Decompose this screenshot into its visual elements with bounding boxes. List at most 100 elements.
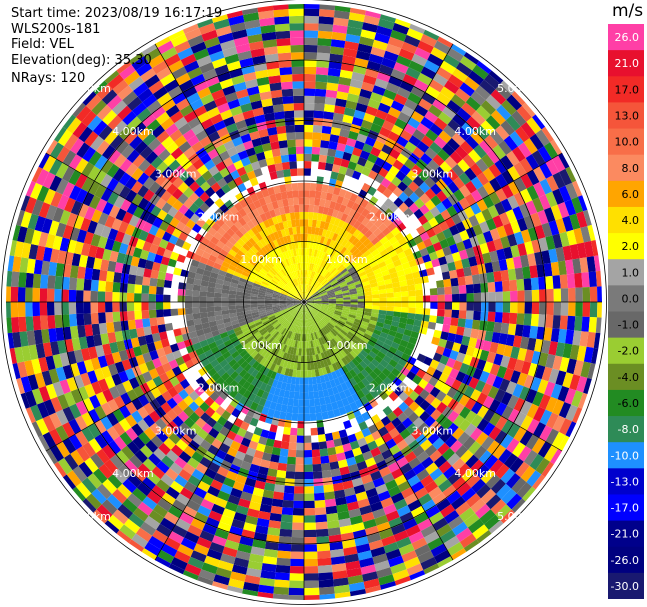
range-gate	[354, 57, 369, 68]
range-gate	[253, 144, 264, 155]
range-gate	[262, 359, 270, 368]
range-gate	[132, 154, 146, 168]
instrument-label: WLS200s-181	[11, 22, 101, 37]
range-gate	[26, 330, 36, 346]
range-gate	[304, 146, 313, 154]
range-gate	[325, 272, 332, 280]
range-gate	[328, 305, 336, 309]
range-gate	[371, 249, 380, 257]
range-gate	[81, 177, 94, 192]
range-gate	[187, 117, 201, 129]
range-gate	[57, 394, 70, 410]
range-gate	[208, 254, 218, 263]
range-gate	[158, 442, 171, 456]
range-gate	[591, 347, 599, 364]
range-gate	[150, 205, 162, 217]
range-gate	[470, 202, 482, 215]
range-gate	[62, 166, 75, 182]
range-gate	[434, 425, 447, 438]
range-gate	[293, 299, 301, 302]
range-gate	[261, 406, 270, 416]
range-gate	[363, 287, 372, 293]
range-gate	[345, 494, 358, 504]
range-gate	[220, 222, 230, 232]
range-gate	[331, 316, 339, 322]
range-gate	[317, 383, 323, 391]
range-gate	[263, 276, 271, 283]
range-gate	[107, 440, 122, 455]
range-gate	[251, 288, 259, 293]
range-gate	[265, 252, 273, 261]
range-gate	[187, 325, 196, 333]
range-gate	[35, 418, 49, 436]
range-gate	[125, 189, 138, 203]
range-gate	[199, 439, 212, 451]
range-gate	[465, 226, 477, 239]
range-gate	[314, 103, 325, 112]
range-gate	[270, 338, 277, 346]
range-gate	[238, 95, 251, 106]
range-gate	[371, 430, 382, 441]
range-gate	[394, 349, 404, 358]
range-gate	[155, 556, 171, 568]
range-gate	[66, 470, 82, 487]
range-gate	[193, 511, 209, 524]
range-gate	[586, 256, 596, 273]
range-gate	[391, 241, 401, 250]
range-gate	[430, 47, 448, 61]
range-gate	[363, 112, 376, 123]
range-gate	[288, 227, 294, 236]
range-gate	[505, 209, 517, 223]
range-gate	[233, 241, 243, 250]
range-gate	[256, 335, 264, 343]
range-gate	[160, 47, 178, 61]
range-gate	[300, 304, 304, 312]
range-gate	[378, 167, 389, 178]
range-gate	[425, 129, 439, 142]
range-gate	[390, 254, 400, 263]
range-gate	[553, 302, 562, 316]
range-gate	[160, 73, 176, 87]
range-gate	[559, 418, 573, 436]
range-gate	[202, 269, 212, 277]
range-gate	[62, 182, 75, 198]
range-gate	[167, 258, 177, 268]
range-gate	[248, 259, 257, 267]
range-gate	[289, 331, 295, 340]
range-gate	[306, 311, 310, 319]
range-gate	[310, 325, 314, 333]
range-gate	[161, 455, 175, 468]
range-gate	[453, 414, 465, 428]
range-gate	[336, 302, 344, 305]
range-gate	[447, 47, 464, 62]
range-gate	[12, 256, 22, 273]
range-gate	[451, 68, 468, 83]
range-gate	[263, 445, 274, 455]
range-gate	[310, 427, 318, 436]
range-gate	[452, 476, 467, 491]
range-gate	[310, 256, 314, 264]
range-gate	[252, 107, 265, 117]
range-gate	[316, 284, 323, 291]
range-gate	[277, 283, 284, 289]
range-gate	[108, 385, 121, 399]
range-gate	[258, 397, 267, 407]
range-gate	[304, 291, 307, 300]
range-gate	[243, 289, 252, 294]
range-gate	[48, 368, 60, 384]
range-gate	[304, 117, 314, 125]
range-gate	[304, 284, 306, 292]
range-gate	[215, 315, 223, 321]
range-gate	[334, 369, 342, 378]
range-gate	[379, 248, 389, 257]
range-gate	[369, 215, 379, 225]
range-gate	[318, 228, 324, 236]
range-gate	[206, 302, 214, 308]
range-gate	[134, 275, 144, 285]
range-gate	[228, 264, 237, 272]
range-gate	[475, 125, 490, 140]
range-gate	[333, 286, 341, 291]
range-gate	[306, 302, 314, 306]
range-gate	[403, 267, 413, 275]
range-gate	[184, 208, 195, 220]
